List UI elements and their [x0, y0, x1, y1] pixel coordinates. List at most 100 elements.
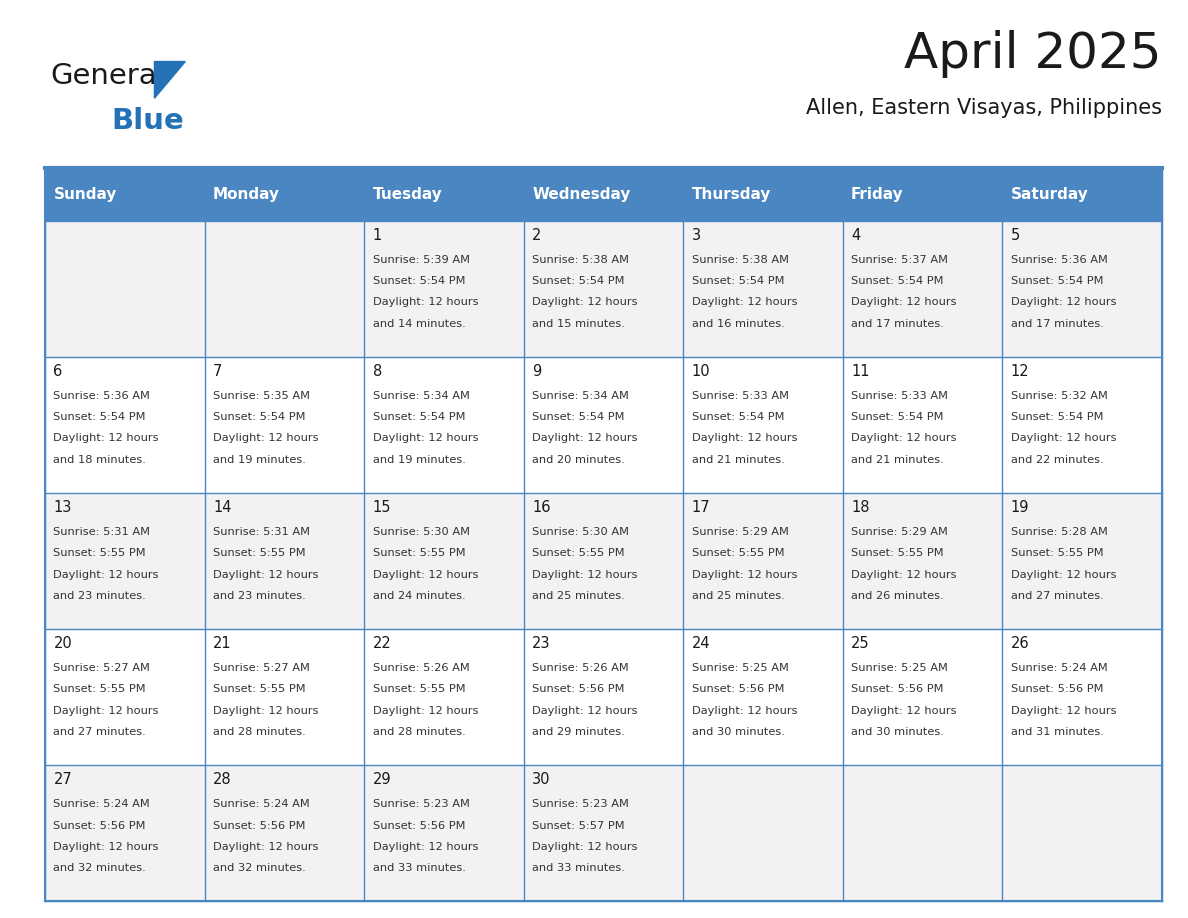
- FancyBboxPatch shape: [204, 630, 365, 766]
- Text: Sunset: 5:54 PM: Sunset: 5:54 PM: [532, 412, 625, 422]
- Text: Sunrise: 5:24 AM: Sunrise: 5:24 AM: [1011, 664, 1107, 673]
- Text: Daylight: 12 hours: Daylight: 12 hours: [373, 842, 478, 852]
- Text: Sunset: 5:57 PM: Sunset: 5:57 PM: [532, 821, 625, 831]
- FancyBboxPatch shape: [683, 493, 842, 630]
- FancyBboxPatch shape: [204, 493, 365, 630]
- Text: Tuesday: Tuesday: [373, 187, 442, 202]
- Text: Daylight: 12 hours: Daylight: 12 hours: [691, 569, 797, 579]
- Text: Sunset: 5:56 PM: Sunset: 5:56 PM: [851, 685, 943, 694]
- Text: Sunrise: 5:35 AM: Sunrise: 5:35 AM: [213, 391, 310, 401]
- Text: 2: 2: [532, 228, 542, 242]
- Text: 9: 9: [532, 364, 542, 379]
- FancyBboxPatch shape: [45, 357, 204, 493]
- Text: 14: 14: [213, 499, 232, 515]
- Text: Blue: Blue: [112, 107, 184, 136]
- FancyBboxPatch shape: [365, 221, 524, 357]
- Text: Daylight: 12 hours: Daylight: 12 hours: [1011, 433, 1117, 443]
- Text: 6: 6: [53, 364, 63, 379]
- Text: and 22 minutes.: and 22 minutes.: [1011, 454, 1104, 465]
- Text: and 21 minutes.: and 21 minutes.: [851, 454, 944, 465]
- Text: and 23 minutes.: and 23 minutes.: [213, 590, 305, 600]
- Text: 24: 24: [691, 636, 710, 651]
- Text: and 15 minutes.: and 15 minutes.: [532, 319, 625, 329]
- FancyBboxPatch shape: [1003, 630, 1162, 766]
- FancyBboxPatch shape: [204, 221, 365, 357]
- FancyBboxPatch shape: [683, 766, 842, 901]
- Text: Daylight: 12 hours: Daylight: 12 hours: [373, 297, 478, 308]
- Text: Sunset: 5:54 PM: Sunset: 5:54 PM: [851, 276, 943, 286]
- Text: Daylight: 12 hours: Daylight: 12 hours: [1011, 297, 1117, 308]
- Text: and 19 minutes.: and 19 minutes.: [373, 454, 466, 465]
- FancyBboxPatch shape: [1003, 357, 1162, 493]
- Text: Sunrise: 5:29 AM: Sunrise: 5:29 AM: [851, 527, 948, 537]
- FancyBboxPatch shape: [365, 168, 524, 221]
- Text: Daylight: 12 hours: Daylight: 12 hours: [532, 706, 638, 715]
- Text: Sunrise: 5:24 AM: Sunrise: 5:24 AM: [53, 800, 150, 810]
- Text: Sunrise: 5:30 AM: Sunrise: 5:30 AM: [373, 527, 469, 537]
- Text: Daylight: 12 hours: Daylight: 12 hours: [532, 569, 638, 579]
- Text: Sunset: 5:56 PM: Sunset: 5:56 PM: [532, 685, 625, 694]
- Text: and 27 minutes.: and 27 minutes.: [1011, 590, 1104, 600]
- Text: Sunset: 5:55 PM: Sunset: 5:55 PM: [213, 685, 305, 694]
- Text: Sunrise: 5:25 AM: Sunrise: 5:25 AM: [691, 664, 789, 673]
- Text: Daylight: 12 hours: Daylight: 12 hours: [373, 433, 478, 443]
- Text: Sunrise: 5:37 AM: Sunrise: 5:37 AM: [851, 255, 948, 265]
- Text: Sunset: 5:54 PM: Sunset: 5:54 PM: [532, 276, 625, 286]
- Text: Daylight: 12 hours: Daylight: 12 hours: [691, 706, 797, 715]
- Text: Daylight: 12 hours: Daylight: 12 hours: [213, 842, 318, 852]
- Text: 25: 25: [851, 636, 870, 651]
- Text: Sunset: 5:56 PM: Sunset: 5:56 PM: [53, 821, 146, 831]
- FancyBboxPatch shape: [524, 357, 683, 493]
- Text: Allen, Eastern Visayas, Philippines: Allen, Eastern Visayas, Philippines: [805, 98, 1162, 118]
- Text: Sunrise: 5:23 AM: Sunrise: 5:23 AM: [373, 800, 469, 810]
- Text: and 30 minutes.: and 30 minutes.: [851, 727, 944, 736]
- Text: Sunset: 5:54 PM: Sunset: 5:54 PM: [851, 412, 943, 422]
- Text: Daylight: 12 hours: Daylight: 12 hours: [691, 297, 797, 308]
- Text: Sunrise: 5:24 AM: Sunrise: 5:24 AM: [213, 800, 310, 810]
- Text: Daylight: 12 hours: Daylight: 12 hours: [532, 297, 638, 308]
- Text: 7: 7: [213, 364, 222, 379]
- Text: Monday: Monday: [213, 187, 280, 202]
- Text: and 26 minutes.: and 26 minutes.: [851, 590, 943, 600]
- FancyBboxPatch shape: [524, 168, 683, 221]
- Text: Sunset: 5:54 PM: Sunset: 5:54 PM: [691, 412, 784, 422]
- Text: Sunrise: 5:34 AM: Sunrise: 5:34 AM: [373, 391, 469, 401]
- Text: and 28 minutes.: and 28 minutes.: [373, 727, 466, 736]
- FancyBboxPatch shape: [204, 357, 365, 493]
- FancyBboxPatch shape: [683, 630, 842, 766]
- Text: Daylight: 12 hours: Daylight: 12 hours: [373, 706, 478, 715]
- Text: 22: 22: [373, 636, 391, 651]
- Text: Daylight: 12 hours: Daylight: 12 hours: [373, 569, 478, 579]
- Text: Sunrise: 5:31 AM: Sunrise: 5:31 AM: [213, 527, 310, 537]
- Text: 11: 11: [851, 364, 870, 379]
- Text: Sunset: 5:54 PM: Sunset: 5:54 PM: [691, 276, 784, 286]
- Text: Sunset: 5:55 PM: Sunset: 5:55 PM: [373, 548, 466, 558]
- Text: Wednesday: Wednesday: [532, 187, 631, 202]
- Text: Sunset: 5:55 PM: Sunset: 5:55 PM: [53, 685, 146, 694]
- Text: 18: 18: [851, 499, 870, 515]
- Text: and 16 minutes.: and 16 minutes.: [691, 319, 784, 329]
- Text: and 25 minutes.: and 25 minutes.: [691, 590, 784, 600]
- FancyBboxPatch shape: [365, 630, 524, 766]
- Text: Daylight: 12 hours: Daylight: 12 hours: [53, 706, 159, 715]
- Text: and 17 minutes.: and 17 minutes.: [1011, 319, 1104, 329]
- FancyBboxPatch shape: [1003, 766, 1162, 901]
- Text: and 21 minutes.: and 21 minutes.: [691, 454, 784, 465]
- Text: Sunset: 5:54 PM: Sunset: 5:54 PM: [1011, 276, 1104, 286]
- FancyBboxPatch shape: [45, 630, 204, 766]
- Text: Sunset: 5:54 PM: Sunset: 5:54 PM: [373, 412, 465, 422]
- Text: 4: 4: [851, 228, 860, 242]
- Text: Daylight: 12 hours: Daylight: 12 hours: [53, 569, 159, 579]
- Text: and 14 minutes.: and 14 minutes.: [373, 319, 466, 329]
- Text: 16: 16: [532, 499, 550, 515]
- FancyBboxPatch shape: [683, 357, 842, 493]
- Text: April 2025: April 2025: [904, 30, 1162, 78]
- Text: Sunset: 5:55 PM: Sunset: 5:55 PM: [691, 548, 784, 558]
- Text: Daylight: 12 hours: Daylight: 12 hours: [1011, 706, 1117, 715]
- FancyBboxPatch shape: [365, 766, 524, 901]
- Text: Saturday: Saturday: [1011, 187, 1088, 202]
- Text: Daylight: 12 hours: Daylight: 12 hours: [53, 433, 159, 443]
- Text: Sunrise: 5:29 AM: Sunrise: 5:29 AM: [691, 527, 789, 537]
- FancyBboxPatch shape: [842, 493, 1003, 630]
- FancyBboxPatch shape: [45, 221, 204, 357]
